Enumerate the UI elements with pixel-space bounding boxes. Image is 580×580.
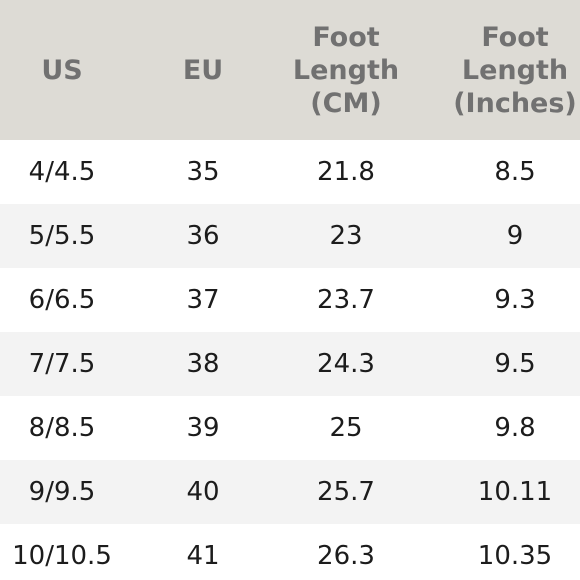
cell-eu: 39 — [186, 413, 220, 443]
table-row: 8/8.5 39 25 9.8 — [0, 396, 580, 460]
cell-eu: 35 — [186, 157, 220, 187]
table-row: 9/9.5 40 25.7 10.11 — [0, 460, 580, 524]
cell-foot-length-inches: 10.11 — [477, 477, 553, 507]
cell-foot-length-cm: 25 — [329, 413, 363, 443]
table-row: 7/7.5 38 24.3 9.5 — [0, 332, 580, 396]
cell-eu: 37 — [186, 285, 220, 315]
cell-foot-length-inches: 9.5 — [494, 349, 536, 379]
cell-foot-length-cm: 25.7 — [317, 477, 375, 507]
cell-us: 6/6.5 — [28, 285, 96, 315]
cell-us: 4/4.5 — [28, 157, 96, 187]
cell-us: 5/5.5 — [28, 221, 96, 251]
cell-foot-length-cm: 21.8 — [317, 157, 375, 187]
cell-foot-length-cm: 23.7 — [317, 285, 375, 315]
cell-foot-length-cm: 23 — [329, 221, 363, 251]
cell-eu: 41 — [186, 541, 220, 571]
cell-foot-length-cm: 24.3 — [317, 349, 375, 379]
cell-us: 9/9.5 — [28, 477, 96, 507]
table-row: 6/6.5 37 23.7 9.3 — [0, 268, 580, 332]
header-foot-length-inches: Foot Length (Inches) — [453, 21, 577, 119]
cell-us: 8/8.5 — [28, 413, 96, 443]
cell-eu: 38 — [186, 349, 220, 379]
cell-foot-length-cm: 26.3 — [317, 541, 375, 571]
header-us: US — [41, 54, 83, 86]
cell-foot-length-inches: 9 — [506, 221, 524, 251]
cell-foot-length-inches: 10.35 — [477, 541, 553, 571]
cell-foot-length-inches: 9.8 — [494, 413, 536, 443]
table-row: 4/4.5 35 21.8 8.5 — [0, 140, 580, 204]
cell-us: 10/10.5 — [12, 541, 112, 571]
table-row: 5/5.5 36 23 9 — [0, 204, 580, 268]
cell-foot-length-inches: 8.5 — [494, 157, 536, 187]
cell-eu: 36 — [186, 221, 220, 251]
cell-us: 7/7.5 — [28, 349, 96, 379]
table-row: 10/10.5 41 26.3 10.35 — [0, 524, 580, 580]
table-header: US EU Foot Length (CM) Foot Length (Inch… — [0, 0, 580, 140]
header-foot-length-cm: Foot Length (CM) — [292, 21, 400, 119]
header-eu: EU — [182, 54, 224, 86]
cell-eu: 40 — [186, 477, 220, 507]
cell-foot-length-inches: 9.3 — [494, 285, 536, 315]
